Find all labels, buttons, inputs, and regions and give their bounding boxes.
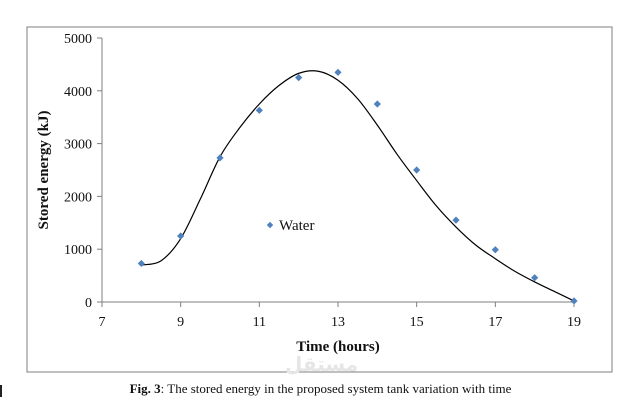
x-tick-label: 17 (488, 315, 502, 330)
legend-label: Water (279, 218, 314, 234)
trendline (141, 70, 575, 302)
caption-text: : The stored energy in the proposed syst… (160, 381, 512, 396)
data-point (452, 216, 460, 224)
x-tick-label: 7 (99, 315, 106, 330)
data-point (413, 166, 421, 174)
x-tick-label: 19 (567, 315, 581, 330)
y-tick-label: 1000 (64, 243, 92, 258)
data-point (373, 100, 381, 108)
x-axis-title: Time (hours) (296, 339, 379, 355)
data-point (137, 259, 145, 268)
y-axis-title: Stored energy (kJ) (36, 111, 52, 230)
y-tick-label: 3000 (64, 138, 92, 153)
data-point (491, 246, 499, 254)
chart-frame (26, 26, 613, 373)
caption-label: Fig. 3 (129, 381, 161, 396)
x-tick-label: 9 (177, 315, 184, 330)
x-tick-label: 13 (331, 315, 345, 330)
y-tick-label: 5000 (64, 32, 92, 47)
data-point (531, 274, 539, 282)
data-point (570, 297, 578, 305)
y-tick-label: 2000 (64, 190, 92, 205)
x-tick-label: 11 (253, 315, 266, 330)
y-tick-label: 4000 (64, 85, 92, 100)
y-tick-label: 0 (85, 296, 92, 311)
legend-marker (266, 221, 274, 229)
x-tick-label: 15 (410, 315, 424, 330)
data-point (334, 68, 342, 76)
watermark-logo: مستقل (285, 352, 359, 376)
figure-caption: Fig. 3: The stored energy in the propose… (0, 381, 641, 397)
edge-mark (0, 385, 2, 397)
data-point (255, 106, 263, 114)
data-point (216, 154, 224, 162)
data-point (295, 74, 303, 82)
data-point (177, 232, 185, 240)
